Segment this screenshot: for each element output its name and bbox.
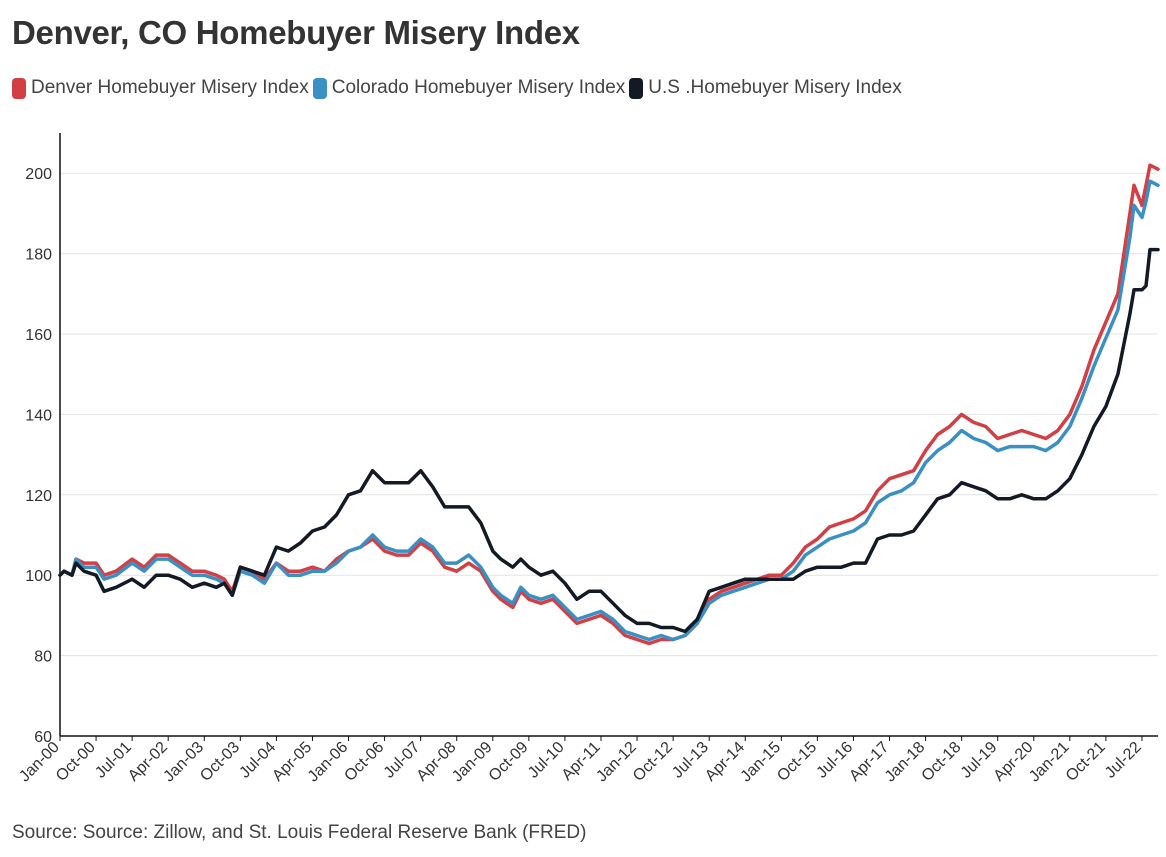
x-tick-label: Oct-12 xyxy=(630,739,676,785)
series-lines xyxy=(58,163,1160,646)
source-note: Source: Source: Zillow, and St. Louis Fe… xyxy=(12,822,587,843)
x-tick-label: Oct-18 xyxy=(918,739,964,785)
legend-label: Colorado Homebuyer Misery Index xyxy=(331,77,626,98)
x-tick-label: Jan-21 xyxy=(1026,739,1073,786)
x-tick-label: Jul-22 xyxy=(1102,739,1145,782)
x-tick-label: Jan-03 xyxy=(160,739,207,786)
x-tick-label: Oct-21 xyxy=(1063,739,1109,785)
legend-label: U.S .Homebuyer Misery Index xyxy=(648,77,902,98)
x-tick-label: Jan-18 xyxy=(882,739,929,786)
legend-item: Denver Homebuyer Misery Index xyxy=(12,77,309,99)
series-line-3 xyxy=(58,247,1160,634)
y-tick-label: 100 xyxy=(25,568,52,585)
x-tick-label: Oct-03 xyxy=(197,739,243,785)
x-tick-label: Oct-00 xyxy=(53,739,99,785)
x-tick-label: Jan-09 xyxy=(449,739,496,786)
y-tick-label: 160 xyxy=(25,327,52,344)
gridlines xyxy=(60,172,1158,657)
y-tick-label: 120 xyxy=(25,488,52,505)
x-tick-label: Oct-09 xyxy=(486,739,532,785)
x-tick-label: Jan-15 xyxy=(738,739,785,786)
x-tick-label: Jan-06 xyxy=(305,739,352,786)
legend-swatch xyxy=(629,77,644,99)
legend-item: Colorado Homebuyer Misery Index xyxy=(312,77,626,99)
series-line-1 xyxy=(58,163,1160,646)
chart-title: Denver, CO Homebuyer Misery Index xyxy=(12,14,580,51)
x-tick-label: Oct-15 xyxy=(774,739,820,785)
y-tick-label: 60 xyxy=(34,729,52,746)
series-line-2 xyxy=(58,179,1160,642)
y-tick-label: 140 xyxy=(25,407,52,424)
line-chart: 60 80 100 120 140 160 180 200 Jan-00Oct-00Jul-0… xyxy=(16,133,1160,786)
legend-item: U.S .Homebuyer Misery Index xyxy=(629,77,902,99)
y-tick-label: 80 xyxy=(34,649,52,666)
legend-swatch xyxy=(12,77,26,99)
y-axis: 60 80 100 120 140 160 180 200 xyxy=(25,133,61,746)
x-tick-label: Oct-06 xyxy=(341,739,387,785)
y-tick-label: 180 xyxy=(25,247,52,264)
x-tick-label: Jan-12 xyxy=(593,739,640,786)
y-tick-label: 200 xyxy=(25,166,52,183)
legend-label: Denver Homebuyer Misery Index xyxy=(31,77,309,98)
x-axis: Jan-00Oct-00Jul-01Apr-02Jan-03Oct-03Jul-… xyxy=(16,735,1158,786)
legend-swatch xyxy=(312,77,327,99)
legend: Denver Homebuyer Misery Index Colorado Ho… xyxy=(12,77,906,99)
